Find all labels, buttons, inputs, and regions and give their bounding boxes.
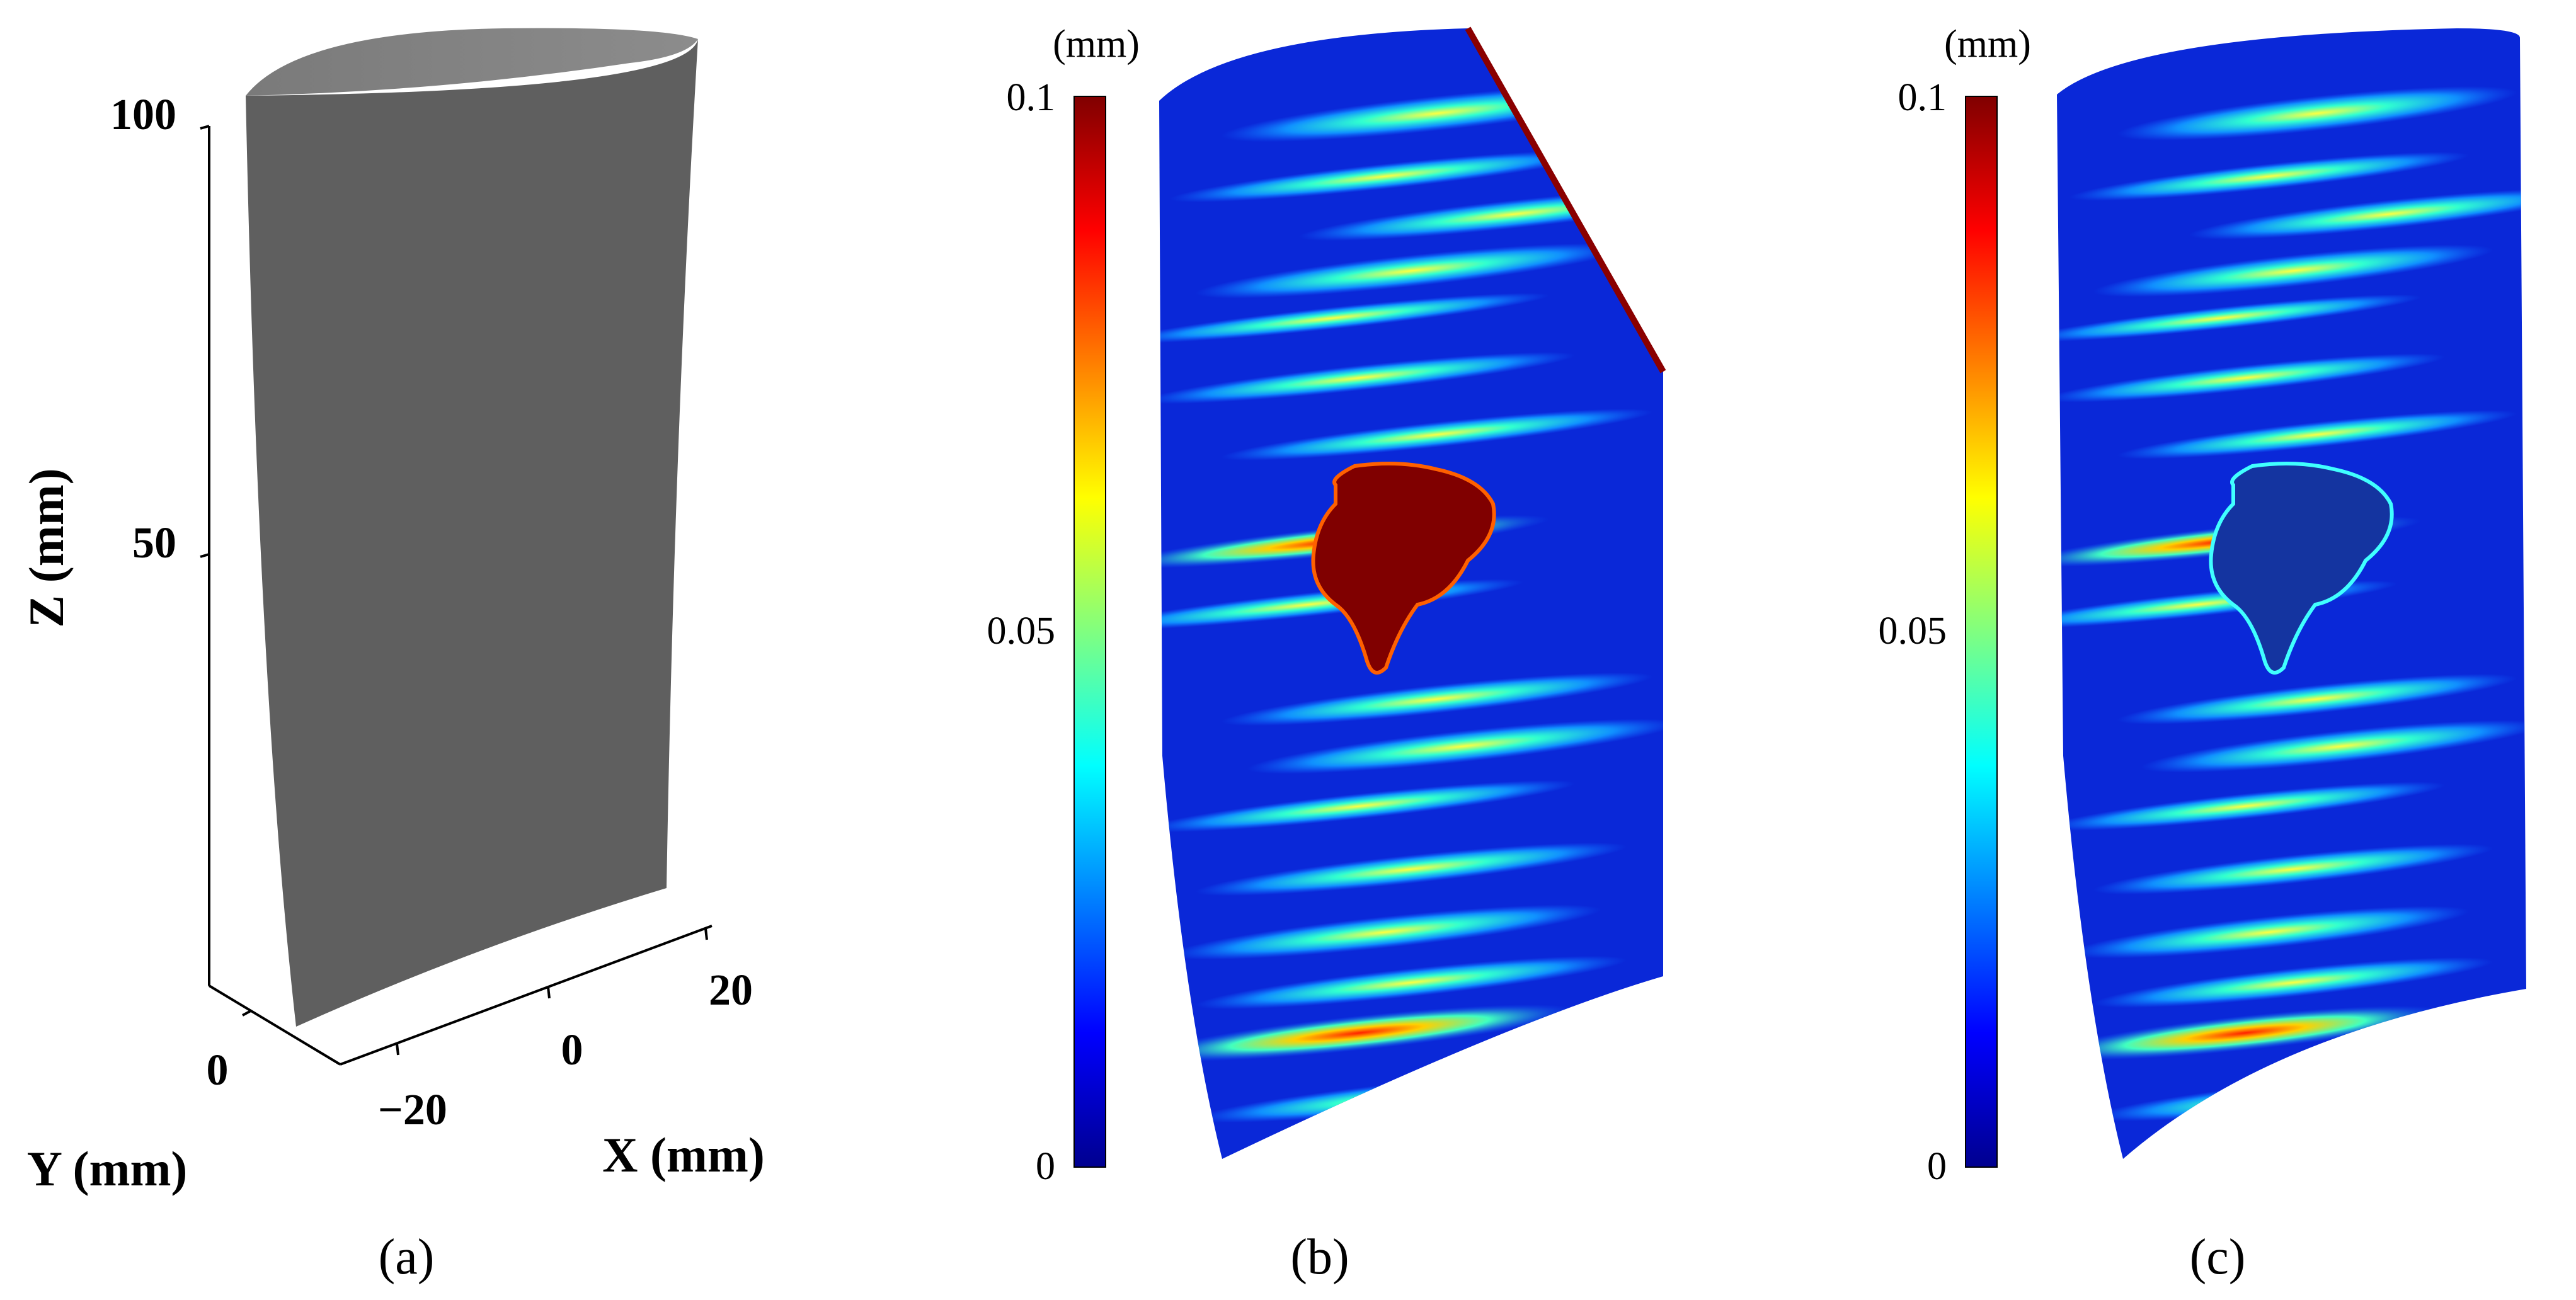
colorbar-b-tick-mid: 0.05 [987,610,1056,653]
deviation-stripe [1169,150,1601,203]
deviation-stripe [1195,243,1627,299]
z-axis-label: Z (mm) [19,468,74,627]
caption-b: (b) [1290,1229,1349,1285]
deviation-stripe [1159,780,1576,833]
x-tick-20: 20 [709,966,753,1015]
deviation-stripe [2093,843,2493,895]
colorbar-c-tick-max: 0.1 [1898,76,1947,119]
deviation-stripe [1159,293,1550,343]
defect-region-b [1311,462,1496,675]
deviation-stripe [2057,294,2422,342]
panel-a: 100 50 Z (mm) 0 Y (mm) 20 0 −20 X (mm) (… [19,28,765,1285]
deviation-stripe [2057,1005,2446,1061]
deviation-stripe [2057,782,2446,831]
deviation-stripe [2117,673,2517,725]
deviation-map-b [1159,28,1663,1159]
deviation-stripe [2069,906,2470,959]
blade-edge-b [1465,26,1666,373]
deviation-map-c [2057,28,2526,1159]
caption-c: (c) [2190,1229,2246,1285]
deviation-stripe [1159,351,1576,404]
deviation-stripe [1195,842,1627,896]
z-tick-50: 50 [132,519,176,567]
colorbar-b [1073,96,1106,1168]
deviation-stripe [2117,86,2517,141]
colorbar-unit-b: (mm) [1053,23,1140,66]
caption-a: (a) [379,1229,435,1285]
colorbar-c-tick-mid: 0.05 [1879,610,1947,653]
deviation-stripe [1159,1004,1576,1062]
panel-b: (mm) 0.1 0.05 0 (b) [987,23,1666,1285]
deviation-stripes-c [2057,86,2526,1122]
defect-region-c [2209,462,2394,675]
z-tick-100: 100 [110,91,176,139]
colorbar-b-tick-max: 0.1 [1007,76,1056,119]
deviation-stripe [2057,353,2446,402]
panel-c: (mm) 0.1 0.05 0 (c) [1879,23,2526,1285]
deviation-stripe [2117,410,2517,459]
colorbar-c [1965,96,1998,1168]
colorbar-b-tick-min: 0 [1036,1145,1055,1188]
deviation-stripe [1247,719,1663,774]
deviation-stripe [2093,244,2493,297]
deviation-stripe [1195,955,1627,1010]
axes-3d [200,125,713,1066]
blade-3d-surface [246,28,698,1027]
deviation-stripe [2189,188,2526,240]
deviation-stripe [2141,720,2526,773]
deviation-stripe [1221,408,1653,461]
y-axis-label: Y (mm) [27,1141,188,1196]
colorbar-c-tick-min: 0 [1927,1145,1947,1188]
x-axis-label: X (mm) [602,1127,765,1182]
x-tick-neg20: −20 [378,1086,447,1134]
y-tick-0: 0 [207,1046,229,1095]
deviation-stripe [2093,957,2493,1008]
colorbar-unit-c: (mm) [1944,23,2031,66]
blade-top-face [246,28,698,96]
deviation-stripe [1169,904,1601,960]
deviation-stripe [1221,672,1653,726]
deviation-stripe [2069,152,2470,201]
x-tick-0: 0 [561,1026,583,1075]
